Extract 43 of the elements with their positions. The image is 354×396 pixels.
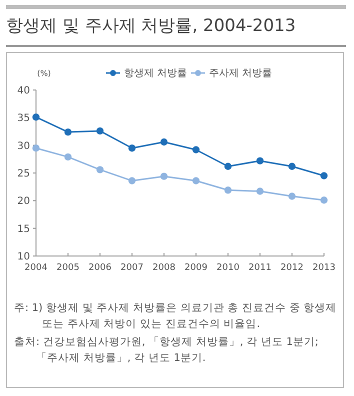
point [192,146,200,154]
y-tick-label: 35 [17,113,30,124]
point [96,127,104,135]
y-tick-label: 40 [17,86,30,96]
point [128,177,136,184]
point [256,188,264,195]
x-tick-label: 2013 [312,263,336,273]
y-tick-label: 20 [17,196,30,208]
y-tick-label: 25 [17,168,30,180]
point [224,162,232,170]
x-tick-label: 2006 [88,263,112,273]
point [64,128,72,136]
source-note: 출처: 건강보험심사평가원, 「항생제 처방률」, 각 년도 1분기; 「주사제 처방률」, 각 년도 1분기. [14,335,320,366]
point [96,166,104,174]
x-tick-label: 2007 [120,263,144,273]
text: 주: 1) 항생제 및 주사제 처방률은 의료기관 총 진료건수 중 항생제 또는 주사제 처방이 있는 진료건수의 비율임. [14,301,338,332]
point [160,138,168,146]
point [224,186,232,194]
point [32,144,40,152]
point [32,114,40,121]
x-tick-label: 2010 [216,263,240,273]
y-tick-label: 10 [17,252,30,262]
x-tick-label: 2009 [184,263,208,273]
x-tick-label: 2008 [152,263,176,273]
point [288,192,296,200]
x-tick-label: 2012 [280,263,304,273]
y-axis-title: (%) [37,69,51,78]
y-tick-label: 30 [17,140,30,152]
point [320,196,328,204]
legend-label: 주사제 처방률 [209,68,272,79]
y-tick-label: 15 [17,224,30,235]
point [320,172,328,180]
x-tick-label: 2004 [24,263,48,273]
point [64,153,72,161]
point [192,177,200,184]
x-tick-label: 2005 [56,263,80,273]
x-tick-label: 2011 [248,263,272,273]
point [160,172,168,180]
legend-label: 항생제 처방률 [124,68,188,79]
point [128,144,136,152]
chart-title: 항생제 및 주사제 처방률, 2004-2013 [6,15,296,37]
point [288,162,296,170]
point [256,157,264,164]
